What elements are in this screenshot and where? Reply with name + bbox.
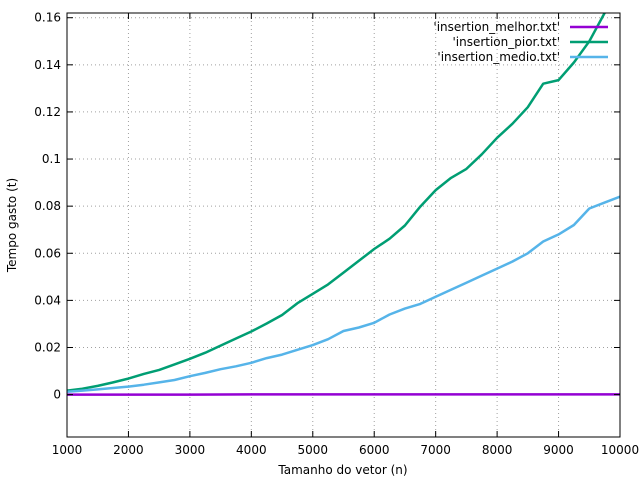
y-tick-label: 0.14: [34, 58, 61, 72]
x-tick-label: 6000: [359, 443, 390, 457]
x-tick-label: 8000: [482, 443, 513, 457]
y-tick-label: 0.08: [34, 199, 61, 213]
plot-frame: [66, 12, 621, 438]
axis-ticks: 1000 2000 3000 4000 5000 6000 7000 8000 9000 1000…: [34, 11, 639, 457]
x-tick-label: 4000: [236, 443, 267, 457]
series-line-1: [67, 13, 606, 392]
y-axis-label: Tempo gasto (t): [5, 178, 19, 273]
series-lines: [67, 13, 620, 396]
legend-label-1: 'insertion_pior.txt': [452, 35, 560, 49]
x-tick-label: 7000: [420, 443, 451, 457]
grid: [67, 13, 620, 437]
x-tick-label: 3000: [175, 443, 206, 457]
legend-label-0: 'insertion_melhor.txt': [433, 20, 560, 34]
y-tick-label: 0.06: [34, 246, 61, 260]
legend: 'insertion_melhor.txt''insertion_pior.tx…: [433, 20, 608, 64]
x-tick-label: 2000: [113, 443, 144, 457]
series-line-2: [67, 195, 620, 394]
x-axis-label: Tamanho do vetor (n): [277, 463, 407, 477]
y-tick-label: 0.04: [34, 293, 61, 307]
y-tick-label: 0.12: [34, 105, 61, 119]
x-tick-label: 9000: [543, 443, 574, 457]
y-tick-label: 0.16: [34, 11, 61, 25]
y-tick-label: 0.1: [42, 152, 61, 166]
legend-label-2: 'insertion_medio.txt': [437, 50, 560, 64]
x-tick-label: 1000: [52, 443, 83, 457]
x-tick-label: 5000: [298, 443, 329, 457]
y-tick-label: 0.02: [34, 340, 61, 354]
y-tick-label: 0: [53, 388, 61, 402]
x-tick-label: 10000: [601, 443, 639, 457]
